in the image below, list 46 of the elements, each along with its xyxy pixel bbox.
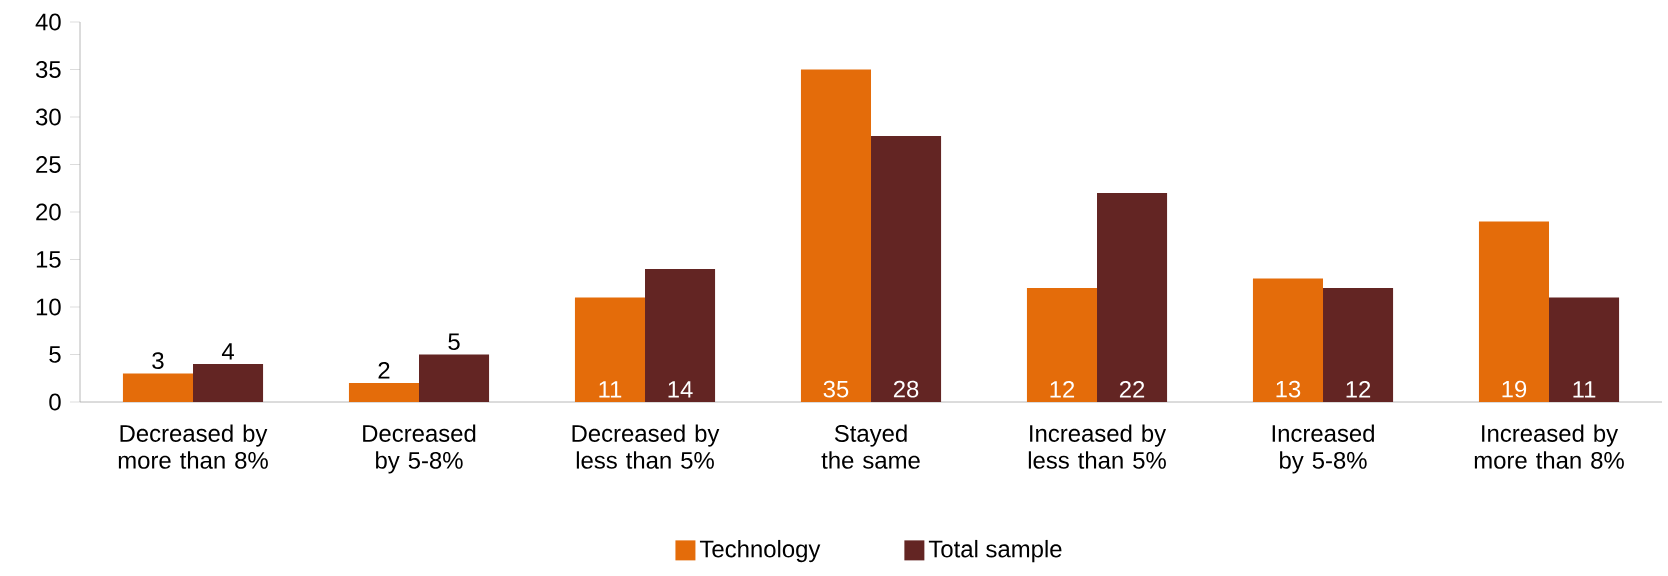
bar: [1549, 297, 1620, 402]
bar: [419, 354, 490, 402]
data-label: 11: [1573, 381, 1596, 398]
x-tick-label: Stayed the same: [821, 424, 920, 469]
bar: [1323, 288, 1394, 402]
bar: [574, 297, 646, 402]
x-tick-label: Increased by less than 5%: [1028, 424, 1167, 469]
bar: [645, 269, 716, 402]
bar: [193, 364, 264, 402]
bar: [122, 373, 193, 402]
bar: [800, 69, 872, 402]
data-label: 13: [1276, 380, 1301, 398]
bar: [348, 383, 419, 402]
data-label: 11: [599, 381, 622, 398]
data-label: 28: [893, 380, 919, 398]
legend-label: Total sample: [928, 539, 1062, 563]
y-tick-label: 5: [49, 346, 61, 363]
y-tick-label: 0: [49, 393, 61, 411]
x-tick-label: Increased by more than 8%: [1474, 424, 1624, 469]
data-label: 19: [1502, 380, 1527, 398]
bar: [871, 136, 942, 402]
y-tick-label: 35: [35, 61, 61, 78]
data-label: 5: [448, 333, 460, 351]
y-tick-label: 25: [36, 156, 61, 173]
x-tick-label: Increased by 5-8%: [1272, 424, 1374, 474]
bar: [1478, 221, 1550, 402]
x-tick-label: Decreased by more than 8%: [118, 424, 268, 469]
y-tick-label: 20: [36, 203, 61, 221]
data-label: 2: [378, 361, 390, 379]
x-tick-label: Decreased by 5-8%: [363, 424, 476, 474]
data-label: 35: [823, 380, 849, 398]
data-label: 12: [1050, 380, 1075, 398]
y-tick-label: 40: [35, 13, 61, 31]
x-tick-label: Decreased by less than 5%: [572, 424, 720, 469]
y-tick-label: 10: [36, 298, 61, 316]
bar: [1252, 278, 1324, 402]
legend-label: Technology: [699, 539, 821, 563]
y-tick-label: 15: [36, 251, 61, 268]
data-label: 22: [1119, 380, 1145, 398]
data-label: 14: [668, 381, 693, 398]
bar: [1026, 288, 1098, 402]
y-tick-label: 30: [35, 108, 61, 126]
data-label: 12: [1346, 380, 1371, 398]
bar: [1097, 193, 1168, 402]
data-label: 3: [152, 352, 164, 370]
data-label: 4: [221, 343, 234, 360]
